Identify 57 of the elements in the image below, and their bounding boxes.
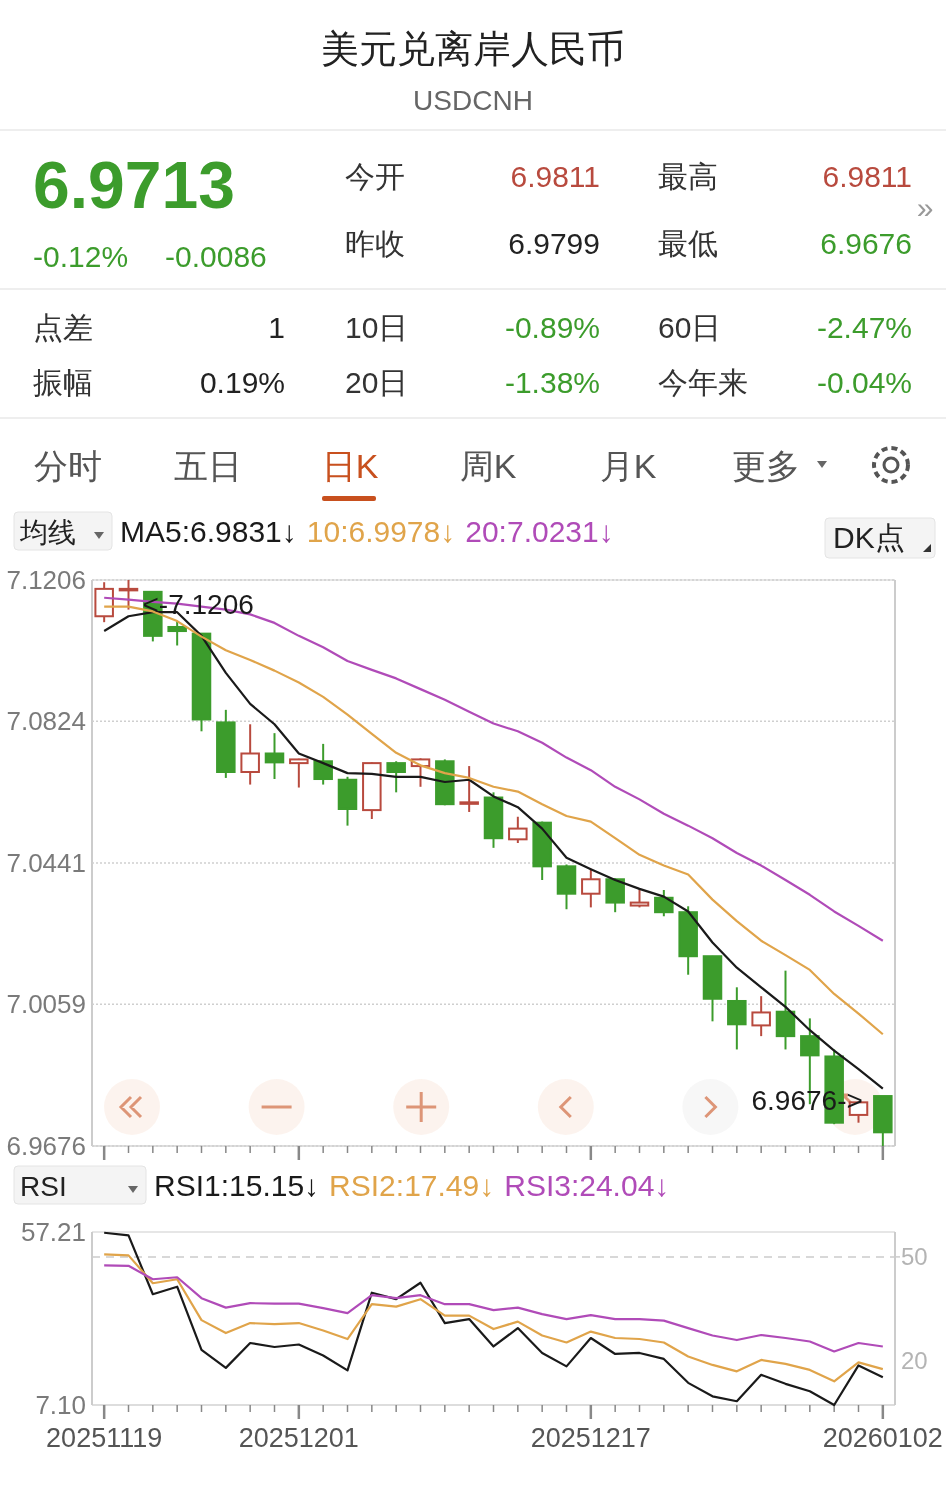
y-tick-label: 7.1206	[6, 565, 86, 595]
y-tick-label: 57.21	[20, 1217, 86, 1247]
legend-title: 均线	[19, 517, 76, 548]
y-tick-label: 7.0059	[6, 989, 86, 1020]
line-series	[103, 1231, 884, 1407]
text: MA5:6.9831↓	[120, 515, 297, 548]
text: -1.38%	[504, 366, 600, 399]
y-tick-label: 7.0824	[6, 706, 86, 737]
text: 五日	[174, 447, 242, 485]
text: DK点	[833, 521, 905, 554]
line-series	[103, 1253, 884, 1383]
legend-title: RSI	[20, 1171, 67, 1202]
text: -0.0086	[165, 240, 267, 273]
text: 今年来	[658, 366, 748, 399]
text: RSI2:17.49↓	[329, 1169, 495, 1202]
text: 美元兑离岸人民币	[321, 28, 625, 70]
text: 分时	[34, 447, 102, 485]
y-tick-label: 6.9676	[6, 1131, 86, 1161]
text: 更多	[732, 447, 800, 485]
text: 振幅	[33, 366, 93, 399]
text: 10:6.9978↓	[306, 515, 456, 548]
text: RSI3:24.04↓	[504, 1169, 670, 1202]
text: 20日	[345, 366, 409, 399]
line-series	[103, 1264, 884, 1353]
x-tick-label: 20251201	[238, 1423, 359, 1453]
text: 6.9811	[510, 160, 600, 193]
text: 10日	[345, 311, 409, 344]
y-tick-label: 7.0441	[6, 848, 86, 878]
text: -0.04%	[816, 366, 912, 399]
text: USDCNH	[413, 85, 533, 116]
x-tick-label: 20251217	[530, 1423, 651, 1453]
text: -2.47%	[816, 311, 912, 344]
text: 日K	[321, 447, 379, 485]
text: 6.9676	[820, 227, 912, 260]
text: 昨收	[345, 227, 405, 260]
text: 最低	[658, 227, 718, 260]
text: 最高	[658, 160, 718, 193]
text: 1	[268, 311, 285, 344]
text: 20:7.0231↓	[465, 515, 614, 548]
series-label: RSI1:15.15↓	[154, 1169, 320, 1202]
text: -0.89%	[504, 311, 600, 344]
text: -0.12%	[33, 240, 129, 273]
text: »	[916, 191, 934, 224]
text: 6.9811	[822, 160, 912, 193]
text: 60日	[658, 311, 722, 344]
x-tick-label: 20260102	[822, 1423, 943, 1453]
y2-tick-label: 20	[901, 1346, 928, 1374]
text: 点差	[33, 311, 93, 344]
y2-tick-label: 50	[901, 1243, 928, 1271]
text: 6.9713	[33, 148, 235, 222]
x-tick-label: 20251119	[46, 1423, 163, 1453]
y-tick-label: 7.10	[35, 1390, 86, 1420]
text: 今开	[345, 160, 405, 193]
text: 周K	[459, 447, 517, 485]
text: 0.19%	[199, 366, 285, 399]
text: 6.9799	[508, 227, 600, 260]
text: 月K	[599, 447, 657, 485]
